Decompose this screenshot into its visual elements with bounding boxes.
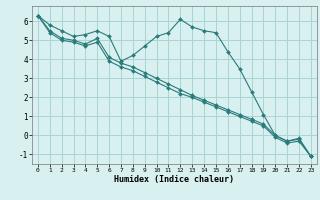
X-axis label: Humidex (Indice chaleur): Humidex (Indice chaleur) xyxy=(115,175,234,184)
